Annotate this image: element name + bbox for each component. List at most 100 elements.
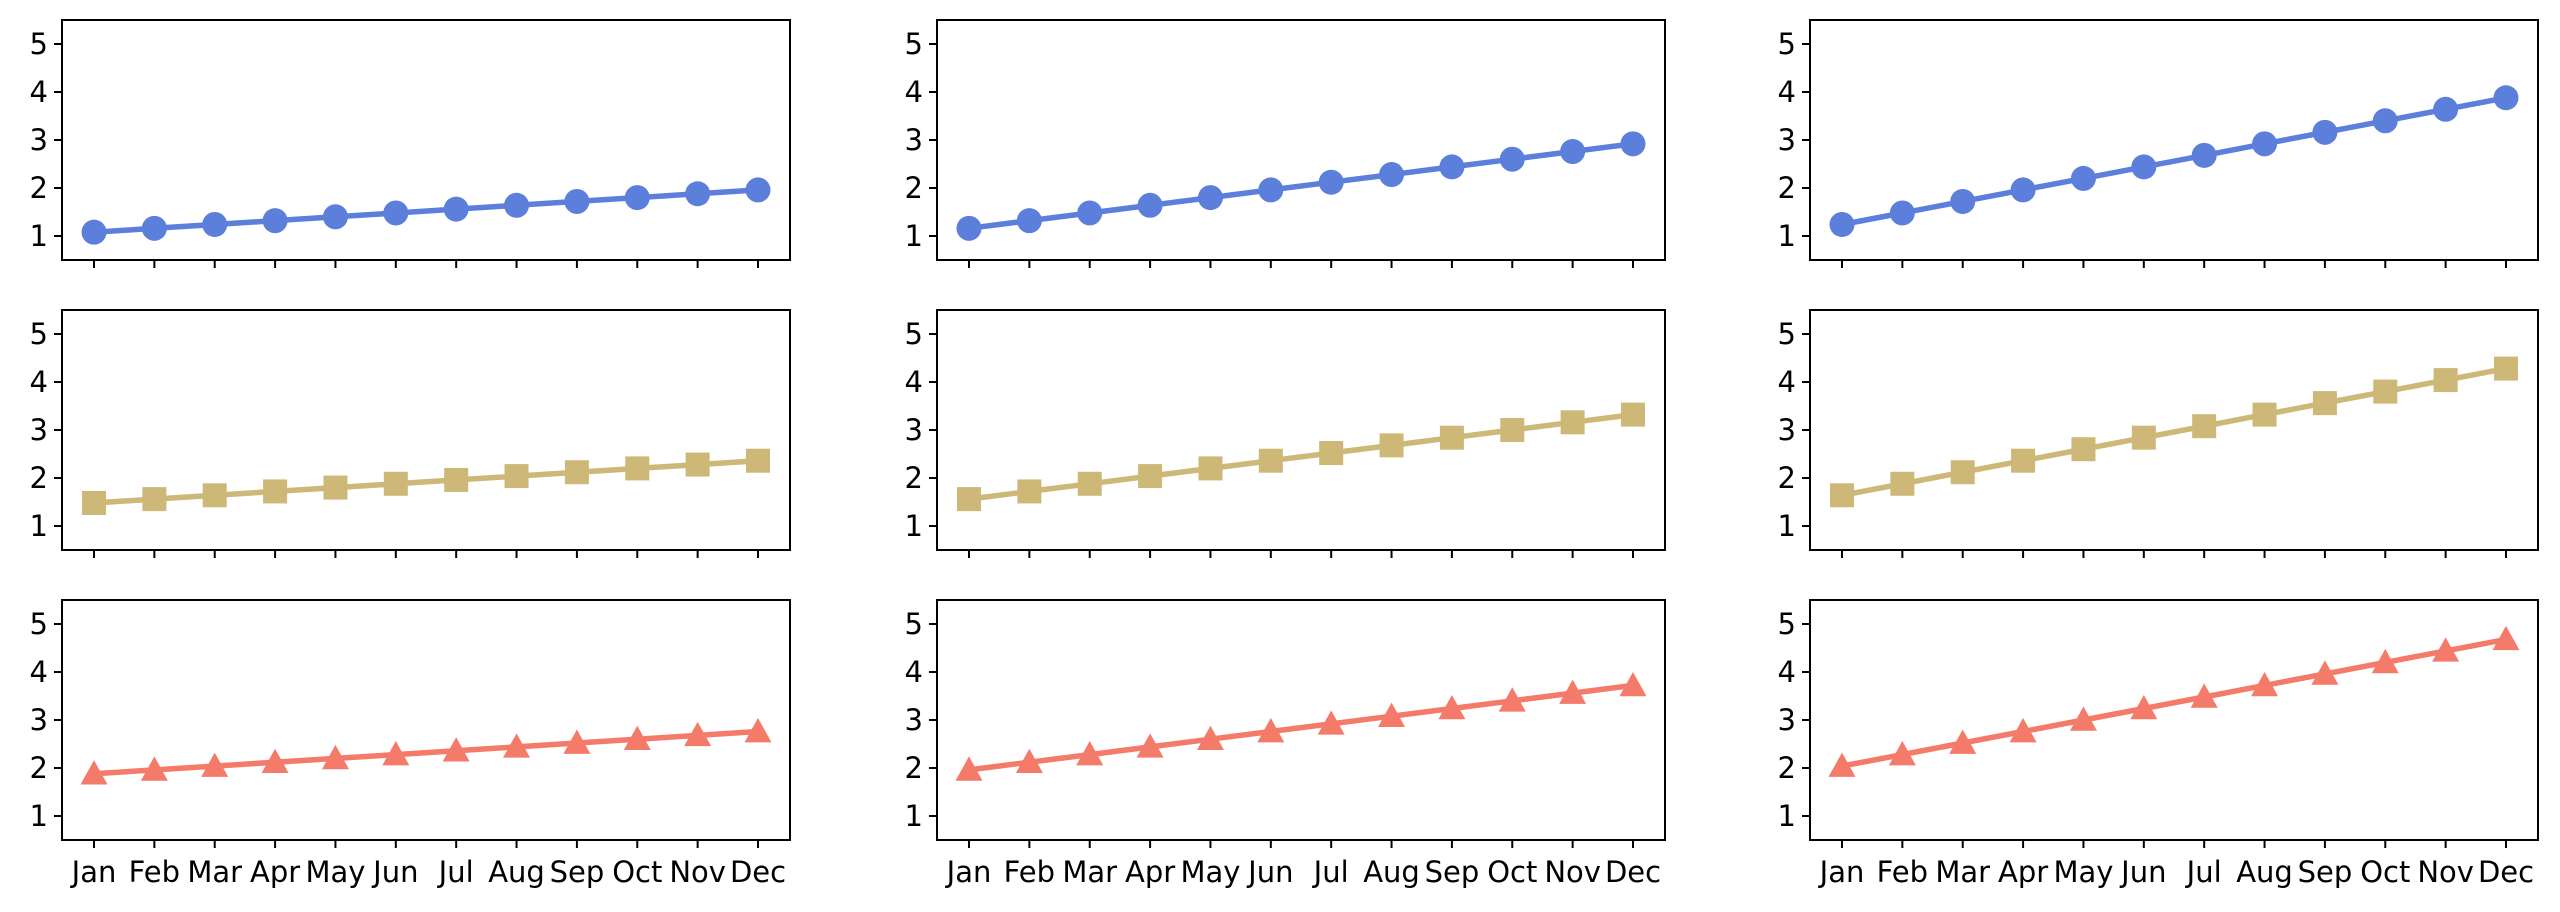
y-tick-label: 4 — [30, 365, 48, 399]
y-tick-label: 2 — [30, 171, 48, 205]
y-tick-label: 1 — [30, 799, 48, 833]
x-tick-label: Feb — [129, 855, 180, 889]
square-marker — [1017, 479, 1042, 504]
y-tick-label: 2 — [30, 751, 48, 785]
series-line — [1839, 636, 2509, 769]
y-tick-label: 1 — [905, 799, 923, 833]
circle-marker — [685, 181, 711, 207]
triangle-marker — [2069, 706, 2097, 731]
y-tick-label: 3 — [1778, 703, 1796, 737]
y-tick-label: 5 — [905, 607, 923, 641]
square-marker — [1560, 410, 1585, 435]
axes-frame — [936, 309, 1666, 551]
triangle-marker — [2432, 637, 2460, 662]
triangle-marker — [563, 729, 591, 754]
subplot-r2c3: 1 2 3 4 5 — [1778, 309, 2539, 558]
y-tick-label: 2 — [1778, 171, 1796, 205]
x-tick-label: Feb — [1877, 855, 1928, 889]
y-tick-label: 1 — [30, 509, 48, 543]
y-tick-label: 5 — [1778, 607, 1796, 641]
triangle-marker — [955, 756, 983, 781]
y-tick-label: 2 — [30, 461, 48, 495]
subplot-r1c2: 1 2 3 4 5 — [905, 19, 1666, 268]
square-marker — [1621, 402, 1645, 427]
y-tick-label: 5 — [1778, 317, 1796, 351]
triangle-marker — [442, 737, 470, 762]
triangle-marker — [1378, 702, 1406, 727]
y-tick-label: 4 — [905, 655, 923, 689]
x-tick-label: Dec — [2478, 855, 2534, 889]
circle-marker — [624, 185, 650, 211]
circle-marker — [564, 188, 590, 214]
x-tick-label: Mar — [1935, 855, 1990, 889]
circle-marker — [2070, 165, 2096, 191]
y-tick-label: 3 — [30, 413, 48, 447]
axes-frame — [61, 599, 791, 841]
x-tick-label: May — [1180, 855, 1240, 889]
circle-marker — [1318, 169, 1344, 195]
series-line — [91, 187, 761, 235]
series-line — [966, 411, 1636, 502]
triangle-marker — [1888, 741, 1916, 766]
square-marker — [2433, 368, 2458, 393]
triangle-marker — [1257, 718, 1285, 743]
x-tick-label: May — [2053, 855, 2113, 889]
subplot-r2c2: 1 2 3 4 5 — [905, 309, 1666, 558]
x-tick-label: Nov — [1544, 855, 1601, 889]
square-marker — [957, 487, 981, 512]
x-tick-label: Sep — [2298, 855, 2353, 889]
triangle-marker — [201, 752, 229, 777]
series-line — [1839, 95, 2509, 228]
square-marker — [2011, 448, 2036, 473]
circle-marker — [1137, 192, 1163, 218]
subplot-r3c2: 1 2 3 4 5 Jan Feb Mar Apr May Jun Jul Aug Sep Oct Nov De… — [905, 599, 1666, 889]
y-tick-label: 5 — [905, 27, 923, 61]
series-line — [966, 141, 1636, 232]
square-marker — [1319, 441, 1344, 466]
square-marker — [2071, 437, 2096, 462]
circle-marker — [2131, 154, 2157, 180]
y-tick-label: 2 — [905, 461, 923, 495]
circle-marker — [504, 192, 530, 218]
circle-marker — [81, 219, 107, 245]
axes-frame — [61, 309, 791, 551]
y-tick-label: 4 — [1778, 75, 1796, 109]
circle-marker — [322, 204, 348, 230]
x-tick-label: Jul — [2185, 855, 2222, 889]
circle-marker — [1197, 185, 1223, 211]
square-marker — [564, 460, 589, 485]
x-tick-label: Aug — [488, 855, 545, 889]
circle-marker — [383, 200, 409, 226]
square-marker — [1138, 464, 1163, 489]
x-tick-label: Mar — [187, 855, 242, 889]
triangle-marker — [1136, 733, 1164, 758]
y-tick-label: 4 — [30, 75, 48, 109]
square-marker — [1950, 460, 1975, 485]
y-tick-label: 4 — [1778, 655, 1796, 689]
triangle-marker — [1559, 679, 1587, 704]
triangle-marker — [140, 756, 168, 781]
subplot-r3c1: 1 2 3 4 5 Jan Feb Mar Apr May Jun Jul Aug Sep Oct Nov De… — [30, 599, 791, 889]
y-tick-label: 2 — [905, 751, 923, 785]
triangle-marker — [744, 718, 772, 743]
circle-marker — [1950, 188, 1976, 214]
y-tick-label: 3 — [30, 123, 48, 157]
x-tick-label: Oct — [1487, 855, 1537, 889]
x-tick-label: Jan — [1818, 855, 1865, 889]
triangle-marker — [2009, 718, 2037, 743]
y-tick-label: 5 — [905, 317, 923, 351]
y-tick-label: 1 — [1778, 219, 1796, 253]
y-tick-label: 3 — [905, 703, 923, 737]
circle-marker — [1889, 200, 1915, 226]
series-line — [966, 682, 1636, 773]
circle-marker — [1439, 154, 1465, 180]
y-tick-label: 5 — [30, 317, 48, 351]
x-tick-label: Oct — [2360, 855, 2410, 889]
square-marker — [2494, 356, 2518, 381]
triangle-marker — [80, 760, 108, 785]
triangle-marker — [1196, 725, 1224, 750]
subplot-r1c1: 1 2 3 4 5 — [30, 19, 791, 268]
triangle-marker — [1498, 687, 1526, 712]
triangle-marker — [2371, 648, 2399, 674]
axes-frame — [1809, 599, 2539, 841]
